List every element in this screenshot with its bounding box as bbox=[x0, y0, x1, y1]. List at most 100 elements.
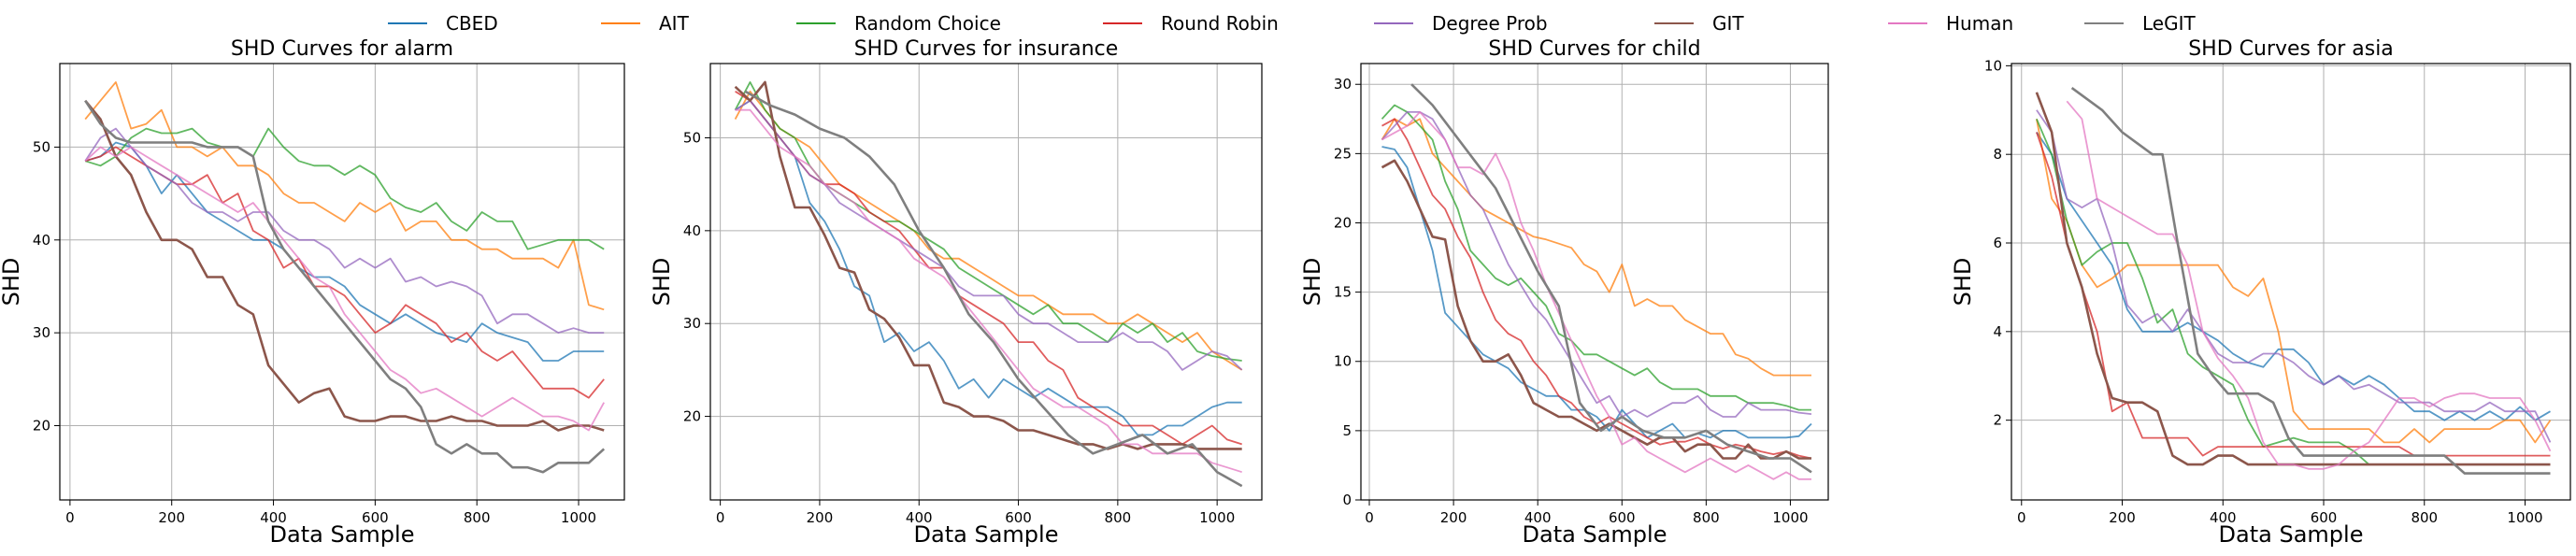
y-tick-label: 4 bbox=[1993, 323, 2002, 340]
x-tick-label: 0 bbox=[2017, 509, 2026, 526]
legend-entry-ait: AIT bbox=[601, 12, 690, 35]
y-tick-label: 20 bbox=[1334, 214, 1352, 231]
x-tick-label: 1000 bbox=[1199, 509, 1235, 526]
chart-panel-2: 0 200 400 600 800 1000 20 30 40 50 SHD Curves for … bbox=[649, 37, 1263, 548]
series-line-degree-prob bbox=[1381, 111, 1812, 418]
x-tick-label: 200 bbox=[807, 509, 834, 526]
series-line-degree-prob bbox=[84, 127, 605, 335]
series-line-human bbox=[735, 108, 1242, 474]
series-line-round-robin bbox=[2036, 132, 2551, 457]
x-axis-label: Data Sample bbox=[914, 521, 1059, 548]
legend-entry-human: Human bbox=[1888, 12, 2013, 35]
x-tick-label: 200 bbox=[2109, 509, 2136, 526]
y-tick-label: 10 bbox=[1984, 57, 2002, 74]
series-line-git bbox=[1381, 159, 1811, 460]
x-tick-label: 400 bbox=[2210, 509, 2237, 526]
series-line-random-choice bbox=[84, 127, 605, 250]
legend-entry-degree-prob: Degree Prob bbox=[1374, 12, 1548, 35]
x-tick-label: 600 bbox=[362, 509, 389, 526]
series-line-legit bbox=[2070, 87, 2551, 475]
plot-frame bbox=[709, 63, 1263, 501]
x-tick-label: 800 bbox=[1105, 509, 1132, 526]
legend-entry-git: GIT bbox=[1654, 12, 1744, 35]
x-tick-label: 0 bbox=[65, 509, 75, 526]
series-group bbox=[84, 81, 606, 474]
y-tick-label: 30 bbox=[33, 324, 50, 341]
grid bbox=[1361, 64, 1828, 501]
y-tick-label: 6 bbox=[1993, 235, 2002, 251]
legend-label: Random Choice bbox=[854, 12, 1001, 35]
series-line-ait bbox=[2036, 119, 2552, 444]
legend-entry-legit: LeGIT bbox=[2084, 12, 2196, 35]
plot-frame bbox=[2011, 63, 2571, 501]
y-tick-label: 20 bbox=[33, 418, 50, 435]
series-line-round-robin bbox=[735, 91, 1242, 446]
series-line-random-choice bbox=[2036, 118, 2551, 466]
y-axis-label: SHD bbox=[0, 258, 24, 307]
legend-label: CBED bbox=[446, 12, 498, 35]
series-line-ait bbox=[84, 81, 605, 311]
series-line-cbed bbox=[735, 99, 1242, 436]
series-line-ait bbox=[734, 90, 1243, 371]
y-tick-label: 2 bbox=[1993, 412, 2002, 429]
series-line-cbed bbox=[1381, 146, 1812, 439]
y-tick-label: 40 bbox=[683, 222, 701, 239]
legend-label: Human bbox=[1946, 12, 2013, 35]
legend: CBED AIT Random Choice Round Robin Degree Pr… bbox=[388, 12, 2196, 35]
y-tick-label: 50 bbox=[683, 129, 701, 146]
series-line-cbed bbox=[2036, 131, 2551, 421]
x-tick-label: 0 bbox=[716, 509, 725, 526]
x-tick-label: 400 bbox=[906, 509, 933, 526]
series-group bbox=[1381, 83, 1812, 480]
grid bbox=[60, 64, 624, 500]
x-tick-label: 600 bbox=[1005, 509, 1032, 526]
legend-entry-random-choice: Random Choice bbox=[796, 12, 1001, 35]
legend-label: LeGIT bbox=[2142, 12, 2196, 35]
y-axis-label: SHD bbox=[1950, 258, 1976, 307]
series-group bbox=[734, 80, 1243, 488]
y-tick-label: 20 bbox=[683, 408, 701, 425]
series-line-legit bbox=[84, 99, 606, 474]
chart-title: SHD Curves for alarm bbox=[231, 37, 453, 61]
y-tick-label: 8 bbox=[1993, 146, 2002, 163]
x-tick-label: 1000 bbox=[1772, 509, 1808, 526]
y-tick-label: 10 bbox=[1334, 353, 1352, 370]
series-line-human bbox=[84, 146, 605, 432]
y-axis-label: SHD bbox=[1299, 258, 1325, 307]
x-tick-label: 800 bbox=[2411, 509, 2438, 526]
series-line-legit bbox=[744, 90, 1243, 488]
chart-panel-4: 0 200 400 600 800 1000 2 4 6 8 10 SHD Curves for as… bbox=[1950, 37, 2571, 548]
series-line-git bbox=[84, 99, 605, 432]
x-axis-label: Data Sample bbox=[1523, 521, 1667, 548]
series-line-human bbox=[1381, 111, 1811, 480]
series-group bbox=[2035, 87, 2552, 475]
x-axis-label: Data Sample bbox=[2219, 521, 2364, 548]
plot-frame bbox=[1360, 63, 1829, 501]
x-tick-label: 600 bbox=[1609, 509, 1636, 526]
legend-entry-round-robin: Round Robin bbox=[1103, 12, 1279, 35]
y-tick-label: 40 bbox=[33, 232, 50, 249]
legend-label: Degree Prob bbox=[1432, 12, 1548, 35]
chart-panel-3: 0 200 400 600 800 1000 0 5 10 15 20 25 30 SHD Curves … bbox=[1299, 37, 1829, 548]
x-tick-label: 800 bbox=[1693, 509, 1720, 526]
series-line-degree-prob bbox=[2036, 109, 2552, 443]
y-tick-label: 25 bbox=[1334, 145, 1352, 162]
y-tick-label: 30 bbox=[683, 315, 701, 332]
grid bbox=[710, 64, 1262, 500]
x-tick-label: 400 bbox=[1524, 509, 1552, 526]
y-tick-label: 15 bbox=[1334, 284, 1352, 301]
legend-entry-cbed: CBED bbox=[388, 12, 498, 35]
series-line-human bbox=[2066, 100, 2552, 470]
y-tick-label: 0 bbox=[1342, 492, 1352, 508]
x-tick-label: 200 bbox=[158, 509, 185, 526]
legend-label: Round Robin bbox=[1161, 12, 1279, 35]
series-line-git bbox=[734, 80, 1242, 450]
y-tick-label: 50 bbox=[33, 138, 50, 155]
x-tick-label: 800 bbox=[464, 509, 491, 526]
grid bbox=[2011, 64, 2570, 500]
series-line-random-choice bbox=[1381, 104, 1811, 411]
x-tick-label: 0 bbox=[1365, 509, 1374, 526]
x-tick-label: 1000 bbox=[561, 509, 596, 526]
